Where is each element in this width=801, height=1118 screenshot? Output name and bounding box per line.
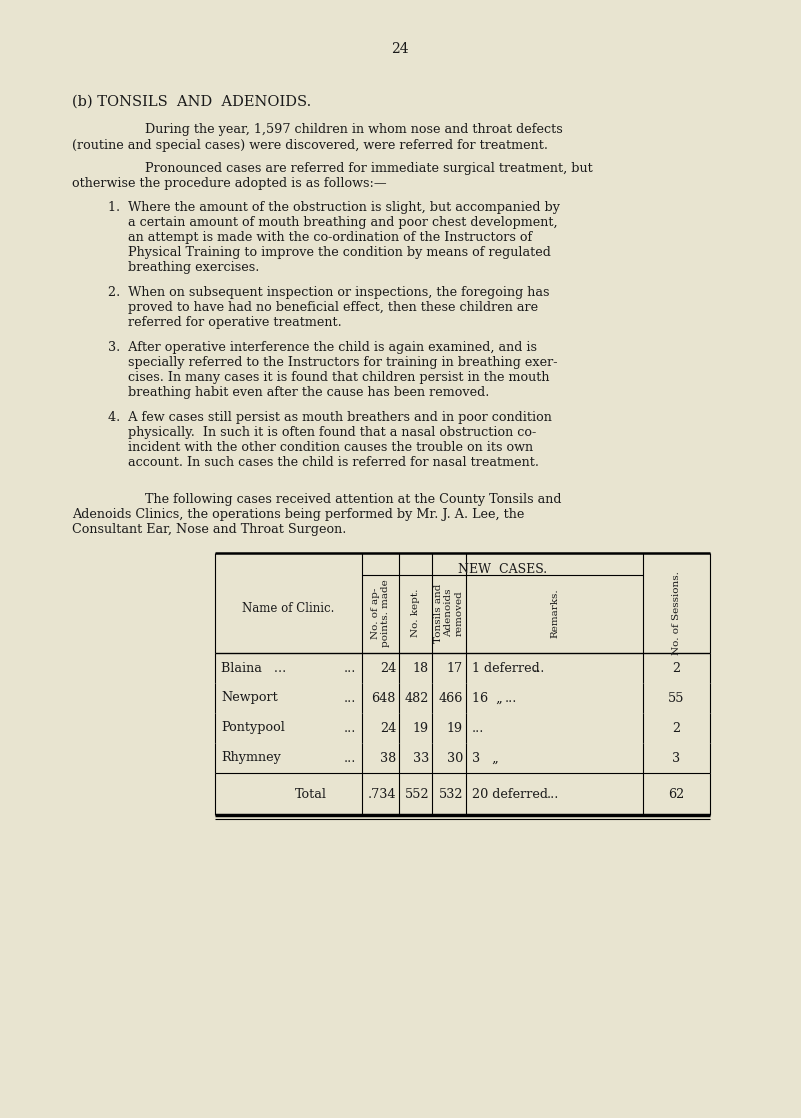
Text: ...: ... — [344, 662, 356, 674]
Text: 24: 24 — [380, 662, 396, 674]
Text: 19: 19 — [447, 721, 463, 735]
Text: 3: 3 — [672, 751, 681, 765]
Text: specially referred to the Instructors for training in breathing exer-: specially referred to the Instructors fo… — [108, 356, 557, 369]
Text: During the year, 1,597 children in whom nose and throat defects: During the year, 1,597 children in whom … — [145, 123, 563, 136]
Text: Consultant Ear, Nose and Throat Surgeon.: Consultant Ear, Nose and Throat Surgeon. — [72, 523, 346, 537]
Text: 1 deferred: 1 deferred — [472, 662, 540, 674]
Text: 24: 24 — [391, 42, 409, 56]
Text: 38: 38 — [380, 751, 396, 765]
Text: (b) TONSILS  AND  ADENOIDS.: (b) TONSILS AND ADENOIDS. — [72, 95, 312, 108]
Text: 2.  When on subsequent inspection or inspections, the foregoing has: 2. When on subsequent inspection or insp… — [108, 286, 549, 299]
Text: 17: 17 — [447, 662, 463, 674]
Text: 1.  Where the amount of the obstruction is slight, but accompanied by: 1. Where the amount of the obstruction i… — [108, 201, 560, 214]
Text: Tonsils and
Adenoids
removed: Tonsils and Adenoids removed — [434, 584, 464, 643]
Text: otherwise the procedure adopted is as follows:—: otherwise the procedure adopted is as fo… — [72, 178, 387, 190]
Text: 648: 648 — [372, 692, 396, 704]
Text: Total: Total — [295, 787, 327, 800]
Text: incident with the other condition causes the trouble on its own: incident with the other condition causes… — [108, 440, 533, 454]
Text: 20 deferred: 20 deferred — [472, 787, 548, 800]
Text: 466: 466 — [439, 692, 463, 704]
Text: 55: 55 — [668, 692, 685, 704]
Text: 18: 18 — [413, 662, 429, 674]
Text: ...: ... — [547, 787, 559, 800]
Text: NEW  CASES.: NEW CASES. — [458, 563, 547, 576]
Text: 30: 30 — [447, 751, 463, 765]
Text: ...: ... — [505, 692, 517, 704]
Text: proved to have had no beneficial effect, then these children are: proved to have had no beneficial effect,… — [108, 301, 538, 314]
Text: 4.  A few cases still persist as mouth breathers and in poor condition: 4. A few cases still persist as mouth br… — [108, 411, 552, 424]
Text: ...: ... — [344, 692, 356, 704]
Text: ...: ... — [344, 721, 356, 735]
Text: The following cases received attention at the County Tonsils and: The following cases received attention a… — [145, 493, 562, 505]
Text: Newport: Newport — [221, 692, 278, 704]
Text: 482: 482 — [405, 692, 429, 704]
Text: breathing habit even after the cause has been removed.: breathing habit even after the cause has… — [108, 386, 489, 399]
Text: 3   „: 3 „ — [472, 751, 499, 765]
Text: ...: ... — [533, 662, 545, 674]
Text: ...: ... — [344, 751, 356, 765]
Text: 19: 19 — [413, 721, 429, 735]
Text: No. kept.: No. kept. — [411, 589, 420, 637]
Text: No. of ap-
points. made: No. of ap- points. made — [371, 579, 390, 647]
Text: ...: ... — [472, 721, 485, 735]
Text: 24: 24 — [380, 721, 396, 735]
Text: No. of Sessions.: No. of Sessions. — [672, 571, 681, 655]
Text: Name of Clinic.: Name of Clinic. — [243, 601, 335, 615]
Text: 2: 2 — [672, 662, 681, 674]
Text: account. In such cases the child is referred for nasal treatment.: account. In such cases the child is refe… — [108, 456, 539, 468]
Text: (routine and special cases) were discovered, were referred for treatment.: (routine and special cases) were discove… — [72, 139, 548, 152]
Text: 2: 2 — [672, 721, 681, 735]
Text: Remarks.: Remarks. — [550, 588, 559, 637]
Text: Physical Training to improve the condition by means of regulated: Physical Training to improve the conditi… — [108, 246, 551, 259]
Text: Rhymney: Rhymney — [221, 751, 281, 765]
Text: cises. In many cases it is found that children persist in the mouth: cises. In many cases it is found that ch… — [108, 371, 549, 383]
Text: Pronounced cases are referred for immediate surgical treatment, but: Pronounced cases are referred for immedi… — [145, 162, 593, 176]
Text: physically.  In such it is often found that a nasal obstruction co-: physically. In such it is often found th… — [108, 426, 536, 439]
Text: 3.  After operative interference the child is again examined, and is: 3. After operative interference the chil… — [108, 341, 537, 354]
Text: 552: 552 — [405, 787, 429, 800]
Text: referred for operative treatment.: referred for operative treatment. — [108, 316, 342, 329]
Text: 33: 33 — [413, 751, 429, 765]
Text: a certain amount of mouth breathing and poor chest development,: a certain amount of mouth breathing and … — [108, 216, 557, 229]
Text: Pontypool: Pontypool — [221, 721, 285, 735]
Text: breathing exercises.: breathing exercises. — [108, 260, 260, 274]
Text: Adenoids Clinics, the operations being performed by Mr. J. A. Lee, the: Adenoids Clinics, the operations being p… — [72, 508, 525, 521]
Text: .734: .734 — [368, 787, 396, 800]
Text: 16  „: 16 „ — [472, 692, 503, 704]
Text: an attempt is made with the co-ordination of the Instructors of: an attempt is made with the co-ordinatio… — [108, 231, 532, 244]
Text: 62: 62 — [668, 787, 685, 800]
Text: Blaina   ...: Blaina ... — [221, 662, 286, 674]
Text: 532: 532 — [438, 787, 463, 800]
